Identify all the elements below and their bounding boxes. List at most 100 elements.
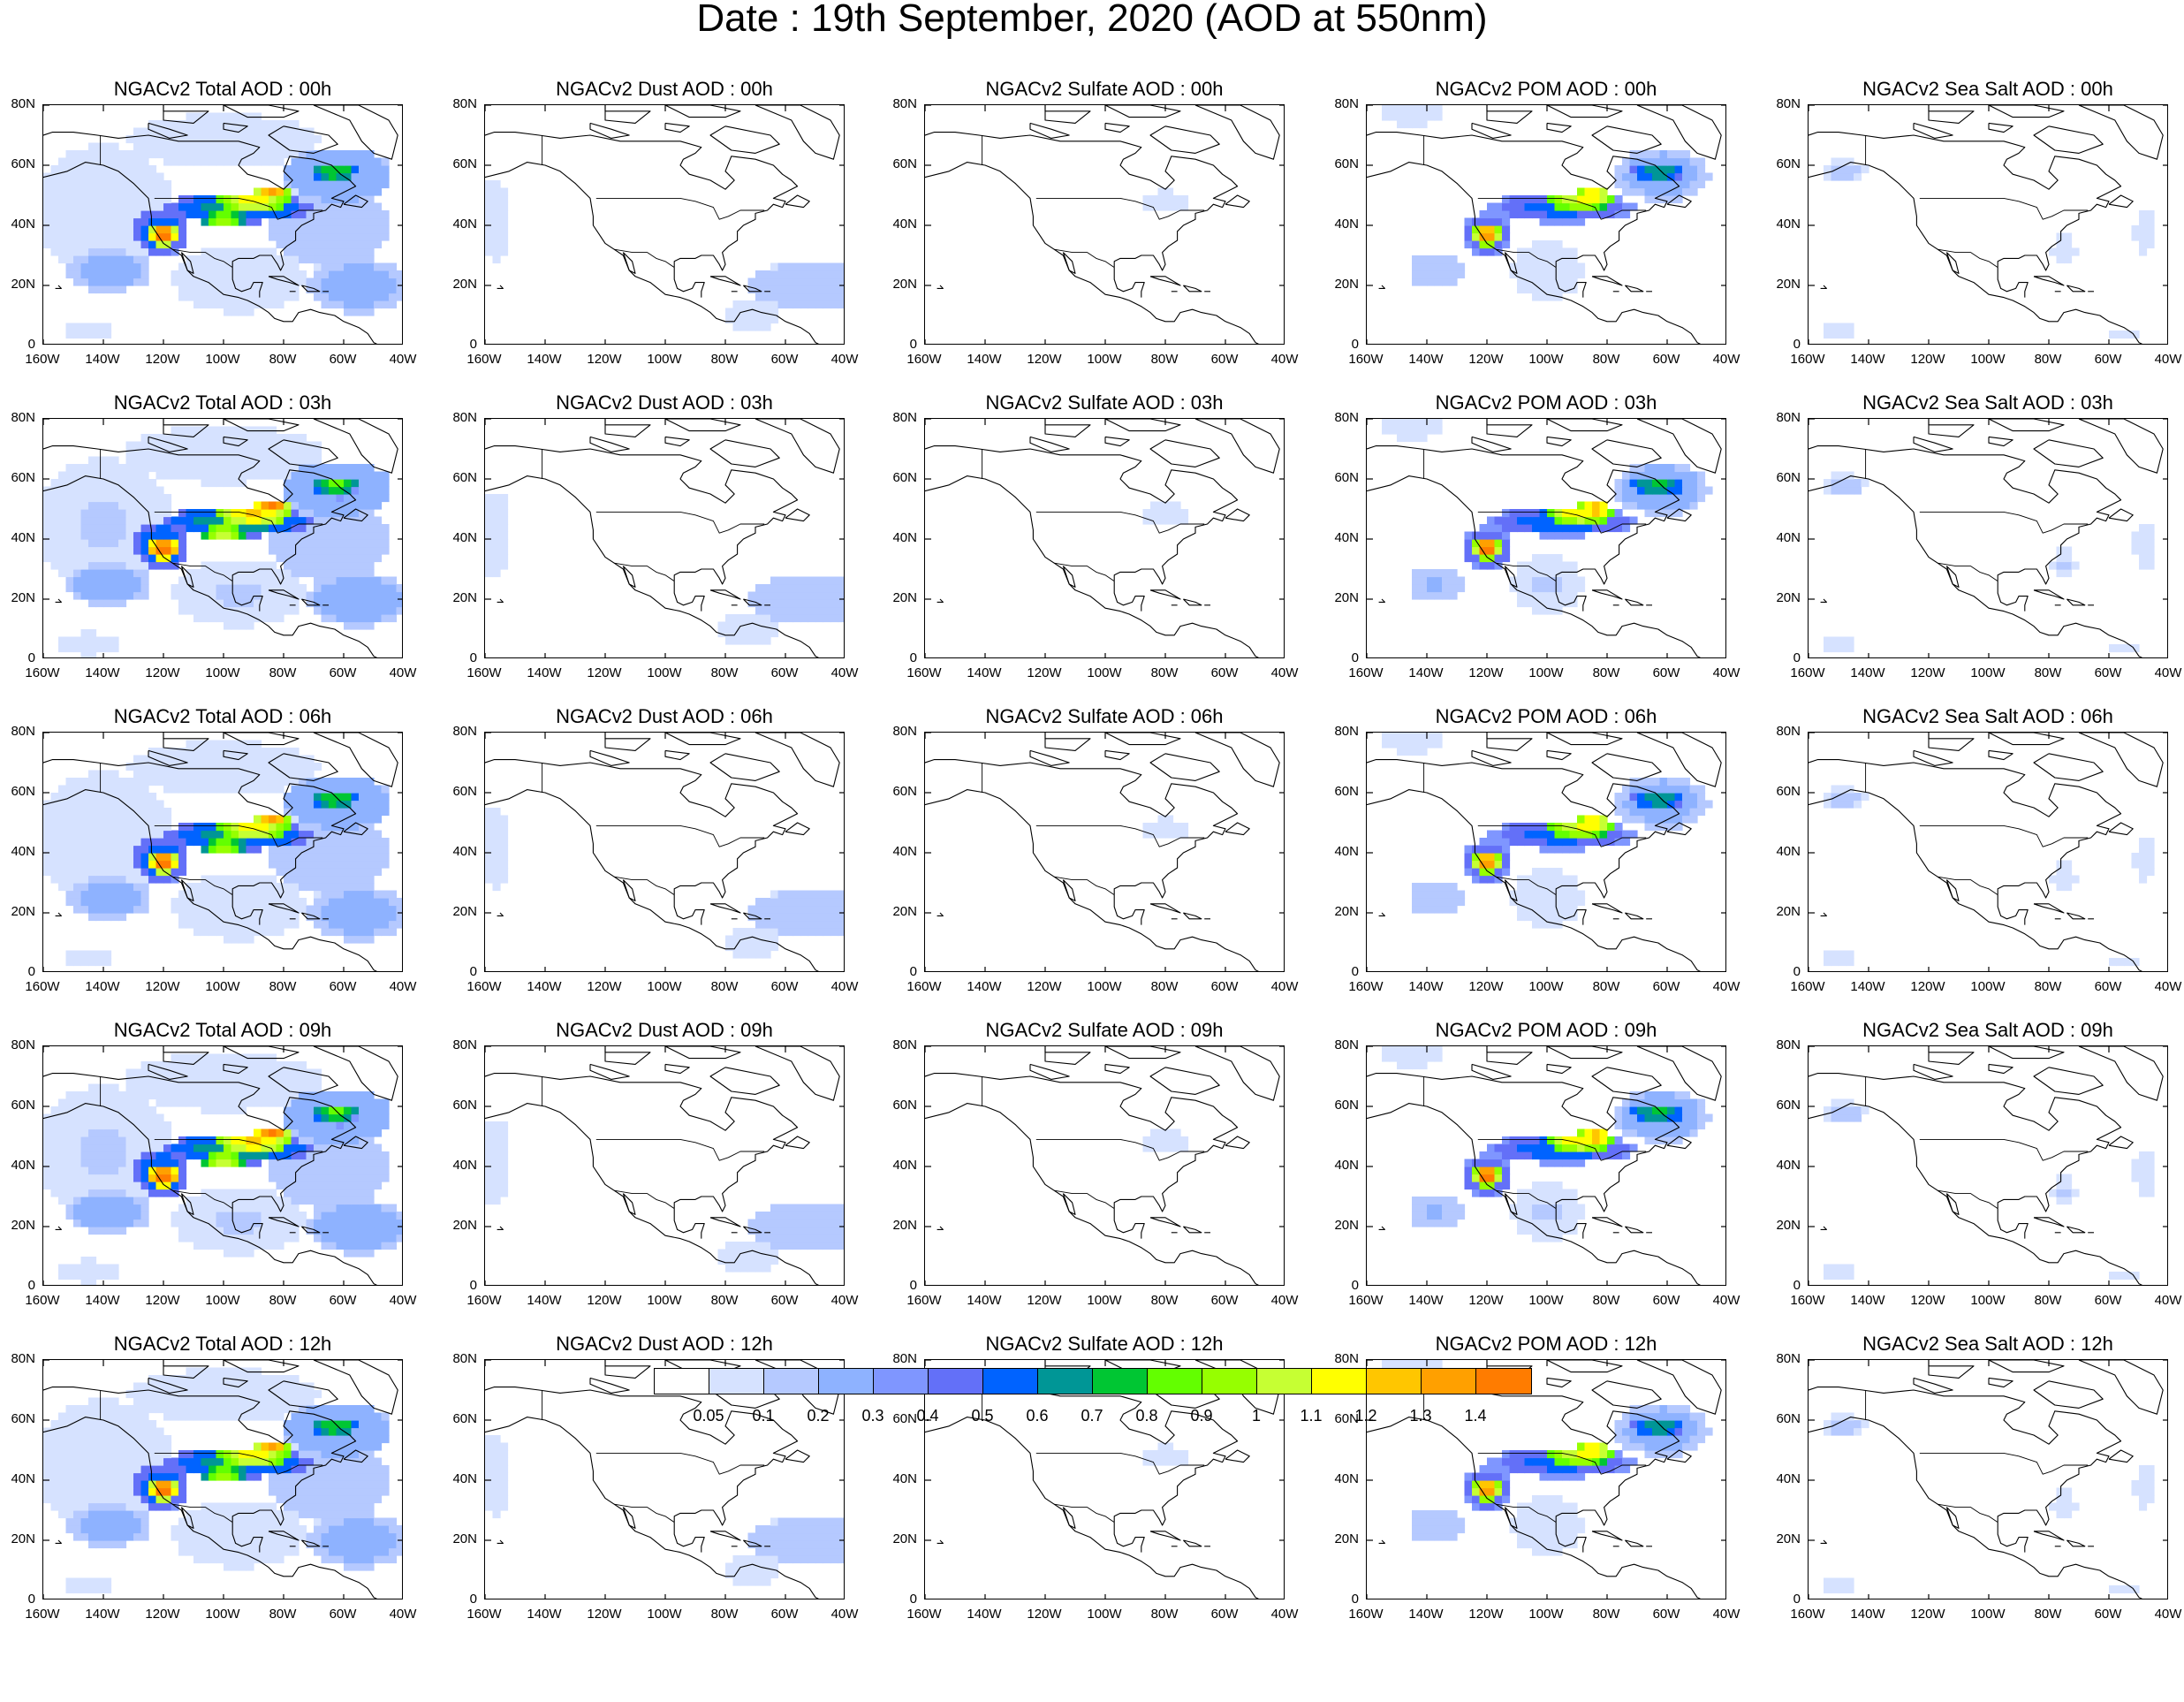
aod-cell bbox=[209, 770, 217, 779]
aod-cell bbox=[1652, 187, 1661, 196]
aod-cell bbox=[1547, 868, 1556, 877]
aod-cell bbox=[1442, 591, 1451, 600]
aod-cell bbox=[50, 830, 59, 839]
aod-cell bbox=[306, 531, 315, 540]
aod-cell bbox=[500, 195, 509, 204]
aod-cell bbox=[178, 120, 187, 129]
aod-cell bbox=[1524, 898, 1533, 907]
aod-cell bbox=[291, 569, 300, 578]
aod-cell bbox=[261, 135, 269, 144]
aod-cell bbox=[193, 898, 202, 907]
aod-cell bbox=[351, 845, 360, 854]
aod-cell bbox=[1652, 785, 1661, 794]
aod-cell bbox=[381, 172, 390, 181]
aod-cell bbox=[193, 120, 202, 129]
aod-cell bbox=[284, 920, 292, 929]
aod-cell bbox=[239, 599, 247, 608]
aod-cell bbox=[58, 486, 67, 495]
aod-cell bbox=[1667, 815, 1676, 824]
lon-tick-label: 60W bbox=[1652, 979, 1680, 994]
axis-ticks bbox=[485, 733, 844, 971]
aod-cell bbox=[186, 262, 194, 271]
aod-cell bbox=[321, 539, 330, 548]
aod-cell bbox=[329, 277, 337, 286]
aod-cell bbox=[366, 501, 375, 510]
aod-cell bbox=[193, 785, 202, 794]
aod-cell bbox=[178, 516, 187, 525]
coastline bbox=[2033, 589, 2065, 600]
aod-cell bbox=[171, 247, 179, 256]
aod-cell bbox=[1629, 172, 1638, 181]
aod-cell bbox=[1165, 516, 1174, 525]
aod-cell bbox=[366, 868, 375, 877]
coastline bbox=[925, 475, 1260, 657]
island-coastline bbox=[1378, 598, 1385, 603]
aod-cell bbox=[269, 875, 277, 884]
aod-cell bbox=[125, 441, 134, 450]
aod-cell bbox=[58, 187, 67, 196]
aod-cell bbox=[291, 838, 300, 847]
aod-cell bbox=[171, 127, 179, 136]
aod-cell bbox=[366, 554, 375, 563]
aod-cell bbox=[374, 539, 383, 548]
lat-tick-label: 80N bbox=[1334, 96, 1359, 111]
aod-cell bbox=[366, 584, 375, 593]
aod-cell bbox=[762, 591, 771, 600]
aod-cell bbox=[118, 800, 127, 809]
lon-tick-label: 120W bbox=[1027, 352, 1062, 367]
aod-cell bbox=[1397, 426, 1406, 435]
aod-cell bbox=[254, 247, 262, 256]
aod-cell bbox=[186, 210, 194, 219]
aod-cell bbox=[261, 823, 269, 832]
aod-cell bbox=[1629, 785, 1638, 794]
country-border bbox=[1477, 197, 1647, 220]
aod-cell bbox=[155, 748, 164, 756]
aod-cell bbox=[254, 763, 262, 771]
aod-cell bbox=[1427, 890, 1436, 899]
aod-cell bbox=[239, 441, 247, 450]
aod-cell bbox=[1562, 591, 1571, 600]
aod-cell bbox=[239, 456, 247, 465]
aod-cell bbox=[336, 255, 345, 264]
aod-cell bbox=[299, 905, 307, 914]
aod-cell bbox=[1532, 591, 1541, 600]
aod-cell bbox=[1434, 733, 1443, 741]
aod-cell bbox=[336, 928, 345, 937]
aod-cell bbox=[1637, 785, 1646, 794]
aod-cell bbox=[80, 471, 89, 480]
aod-cell bbox=[1539, 255, 1548, 264]
aod-cell bbox=[155, 815, 164, 824]
aod-cell bbox=[276, 890, 284, 899]
aod-cell bbox=[133, 135, 142, 144]
aod-cell bbox=[830, 584, 839, 593]
aod-cell bbox=[1539, 838, 1548, 847]
aod-cell bbox=[306, 471, 315, 480]
aod-cell bbox=[50, 232, 59, 241]
aod-cell bbox=[1427, 905, 1436, 914]
aod-cell bbox=[88, 823, 97, 832]
aod-cell bbox=[133, 456, 142, 465]
lon-tick-label: 100W bbox=[1970, 352, 2006, 367]
aod-cell bbox=[171, 464, 179, 473]
aod-cell bbox=[125, 569, 134, 578]
aod-cell bbox=[485, 853, 494, 862]
aod-cell bbox=[1577, 210, 1586, 219]
aod-cell bbox=[1674, 501, 1683, 510]
island-coastline bbox=[709, 753, 780, 781]
aod-cell bbox=[276, 591, 284, 600]
aod-cell bbox=[261, 464, 269, 473]
aod-cell bbox=[306, 247, 315, 256]
aod-cell bbox=[1554, 823, 1563, 832]
aod-cell bbox=[148, 135, 157, 144]
aod-cell bbox=[1689, 187, 1698, 196]
aod-cell bbox=[366, 180, 375, 189]
aod-cell bbox=[103, 905, 112, 914]
aod-map bbox=[1809, 105, 2167, 344]
aod-cell bbox=[178, 755, 187, 764]
coastline bbox=[743, 285, 762, 293]
aod-cell bbox=[95, 576, 104, 585]
aod-cell bbox=[1509, 202, 1518, 211]
lon-tick-label: 80W bbox=[1150, 665, 1179, 680]
aod-cell bbox=[1539, 920, 1548, 929]
aod-cell bbox=[823, 270, 831, 279]
